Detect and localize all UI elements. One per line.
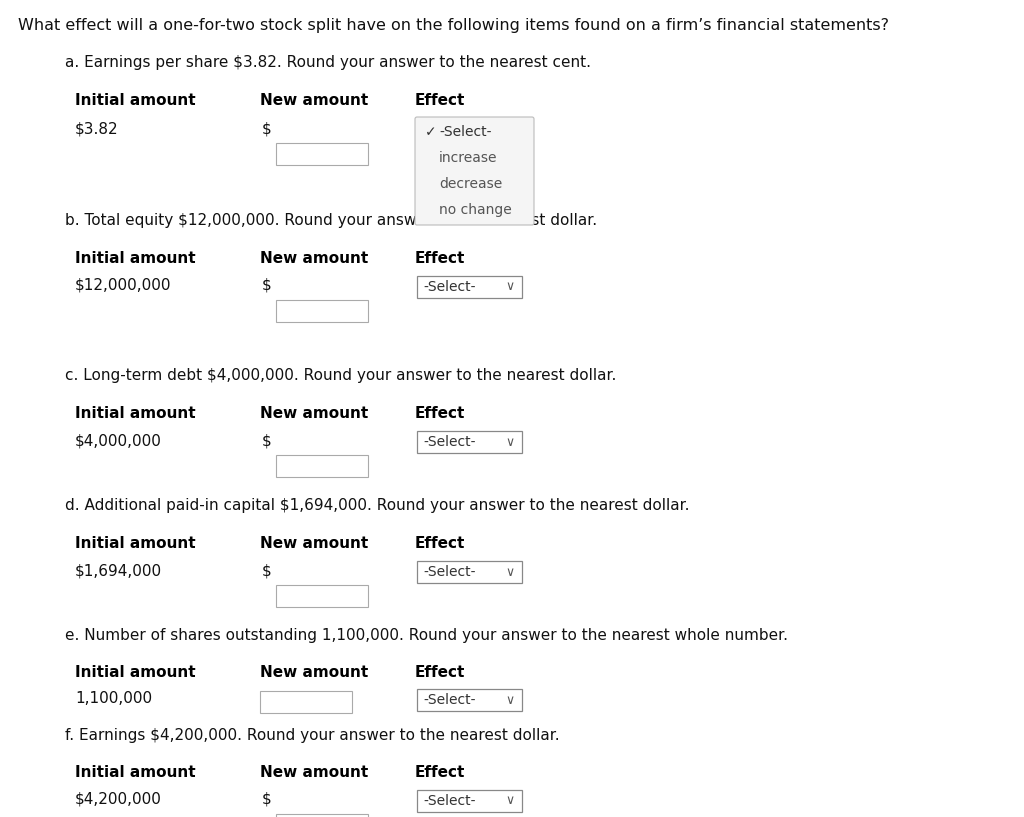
Text: f. Earnings $4,200,000. Round your answer to the nearest dollar.: f. Earnings $4,200,000. Round your answe…	[65, 728, 560, 743]
Text: $: $	[262, 433, 271, 448]
Text: b. Total equity $12,000,000. Round your answer to the nearest dollar.: b. Total equity $12,000,000. Round your …	[65, 213, 597, 228]
Text: Effect: Effect	[415, 406, 465, 421]
Text: $1,694,000: $1,694,000	[75, 563, 162, 578]
Text: Initial amount: Initial amount	[75, 251, 196, 266]
Text: $4,000,000: $4,000,000	[75, 433, 162, 448]
Text: -Select-: -Select-	[423, 280, 475, 294]
Text: Effect: Effect	[415, 665, 465, 680]
Text: decrease: decrease	[439, 177, 502, 191]
FancyBboxPatch shape	[417, 561, 522, 583]
Text: $: $	[262, 792, 271, 807]
Text: $12,000,000: $12,000,000	[75, 278, 171, 293]
Text: Effect: Effect	[415, 251, 465, 266]
Text: New amount: New amount	[260, 406, 369, 421]
Text: e. Number of shares outstanding 1,100,000. Round your answer to the nearest whol: e. Number of shares outstanding 1,100,00…	[65, 628, 788, 643]
Text: New amount: New amount	[260, 93, 369, 108]
Text: 1,100,000: 1,100,000	[75, 691, 153, 706]
FancyBboxPatch shape	[276, 143, 368, 165]
Text: ✓: ✓	[425, 125, 436, 139]
Text: $: $	[262, 278, 271, 293]
Text: ∨: ∨	[506, 280, 515, 293]
Text: $4,200,000: $4,200,000	[75, 792, 162, 807]
FancyBboxPatch shape	[276, 455, 368, 477]
Text: -Select-: -Select-	[423, 565, 475, 579]
FancyBboxPatch shape	[417, 790, 522, 812]
Text: -Select-: -Select-	[423, 794, 475, 808]
Text: -Select-: -Select-	[423, 435, 475, 449]
Text: c. Long-term debt $4,000,000. Round your answer to the nearest dollar.: c. Long-term debt $4,000,000. Round your…	[65, 368, 616, 383]
Text: d. Additional paid-in capital $1,694,000. Round your answer to the nearest dolla: d. Additional paid-in capital $1,694,000…	[65, 498, 689, 513]
Text: -Select-: -Select-	[439, 125, 492, 139]
FancyBboxPatch shape	[276, 585, 368, 607]
Text: Initial amount: Initial amount	[75, 406, 196, 421]
FancyBboxPatch shape	[417, 431, 522, 453]
Text: -Select-: -Select-	[423, 693, 475, 707]
Text: $: $	[262, 121, 271, 136]
Text: Effect: Effect	[415, 765, 465, 780]
Text: Initial amount: Initial amount	[75, 765, 196, 780]
Text: ∨: ∨	[506, 694, 515, 707]
FancyBboxPatch shape	[417, 276, 522, 298]
Text: Effect: Effect	[415, 536, 465, 551]
Text: ∨: ∨	[506, 565, 515, 578]
Text: ∨: ∨	[506, 794, 515, 807]
FancyBboxPatch shape	[260, 691, 352, 713]
Text: Initial amount: Initial amount	[75, 665, 196, 680]
Text: Initial amount: Initial amount	[75, 93, 196, 108]
FancyBboxPatch shape	[417, 689, 522, 711]
Text: New amount: New amount	[260, 251, 369, 266]
Text: New amount: New amount	[260, 665, 369, 680]
Text: New amount: New amount	[260, 765, 369, 780]
Text: a. Earnings per share $3.82. Round your answer to the nearest cent.: a. Earnings per share $3.82. Round your …	[65, 55, 591, 70]
Text: New amount: New amount	[260, 536, 369, 551]
Text: Effect: Effect	[415, 93, 465, 108]
Text: increase: increase	[439, 151, 498, 165]
Text: $: $	[262, 563, 271, 578]
Text: ∨: ∨	[506, 435, 515, 449]
FancyBboxPatch shape	[276, 814, 368, 817]
Text: What effect will a one-for-two stock split have on the following items found on : What effect will a one-for-two stock spl…	[18, 18, 889, 33]
FancyBboxPatch shape	[415, 117, 534, 225]
FancyBboxPatch shape	[276, 300, 368, 322]
Text: Initial amount: Initial amount	[75, 536, 196, 551]
Text: no change: no change	[439, 203, 512, 217]
Text: $3.82: $3.82	[75, 121, 119, 136]
